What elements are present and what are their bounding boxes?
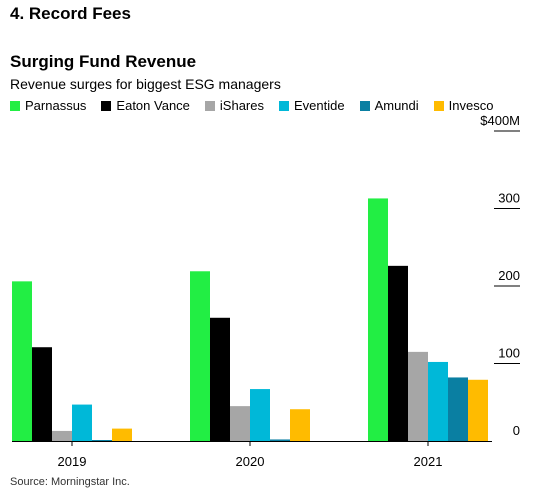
- bar-invesco-2019: [112, 428, 132, 441]
- bar-eaton-vance-2019: [32, 347, 52, 441]
- bar-ishares-2021: [408, 351, 428, 441]
- legend-item-eaton-vance: Eaton Vance: [101, 98, 190, 113]
- legend-item-amundi: Amundi: [359, 98, 419, 113]
- legend-item-invesco: Invesco: [433, 98, 494, 113]
- source-note: Source: Morningstar Inc.: [10, 476, 130, 488]
- chart-title: Surging Fund Revenue: [10, 52, 197, 71]
- bar-eaton-vance-2020: [210, 317, 230, 441]
- bar-amundi-2020: [270, 439, 290, 441]
- bar-eaton-vance-2021: [388, 265, 408, 441]
- bar-eventide-2020: [250, 389, 270, 441]
- legend-swatch-invesco: [433, 100, 444, 111]
- legend-swatch-eaton-vance: [101, 100, 112, 111]
- bar-parnassus-2019: [12, 281, 32, 441]
- x-tick-label-2019: 2019: [58, 454, 87, 469]
- y-tick-label-400m: $400M: [480, 113, 520, 128]
- y-tick-label-300: 300: [498, 191, 520, 206]
- legend-item-ishares: iShares: [204, 98, 264, 113]
- bar-parnassus-2020: [190, 271, 210, 441]
- bar-eventide-2021: [428, 361, 448, 441]
- y-tick-label-100: 100: [498, 346, 520, 361]
- bar-parnassus-2021: [368, 198, 388, 441]
- legend-label-eaton-vance: Eaton Vance: [116, 98, 190, 113]
- legend-swatch-ishares: [204, 100, 215, 111]
- x-tick-label-2020: 2020: [236, 454, 265, 469]
- bar-eventide-2019: [72, 404, 92, 441]
- bar-ishares-2020: [230, 406, 250, 441]
- bar-invesco-2020: [290, 409, 310, 441]
- legend-swatch-parnassus: [10, 100, 20, 111]
- legend-label-amundi: Amundi: [374, 98, 419, 113]
- legend-swatch-eventide: [278, 100, 289, 111]
- legend-label-ishares: iShares: [219, 98, 264, 113]
- legend-label-parnassus: Parnassus: [25, 98, 87, 113]
- y-tick-label-0: 0: [513, 423, 520, 438]
- bar-amundi-2019: [92, 440, 112, 441]
- legend: Parnassus Eaton Vance iShares Eventide A…: [10, 98, 508, 113]
- bar-ishares-2019: [52, 430, 72, 441]
- y-tick-label-200: 200: [498, 268, 520, 283]
- legend-label-invesco: Invesco: [448, 98, 494, 113]
- legend-item-eventide: Eventide: [278, 98, 345, 113]
- bar-invesco-2021: [468, 379, 488, 441]
- chart-subtitle: Revenue surges for biggest ESG managers: [10, 76, 281, 92]
- legend-label-eventide: Eventide: [293, 98, 345, 113]
- bar-amundi-2021: [448, 377, 468, 441]
- x-tick-label-2021: 2021: [414, 454, 443, 469]
- legend-item-parnassus: Parnassus: [10, 98, 86, 113]
- section-heading: 4. Record Fees: [10, 4, 131, 23]
- legend-swatch-amundi: [359, 100, 370, 111]
